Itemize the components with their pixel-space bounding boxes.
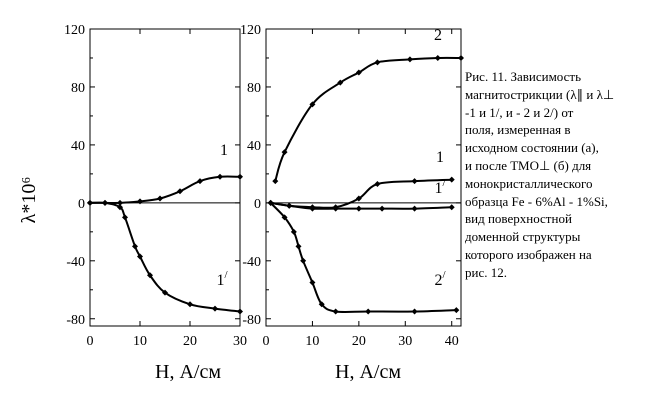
plot-frame [265, 28, 462, 327]
data-point [217, 173, 223, 180]
y-tick-label: 40 [247, 139, 261, 154]
data-point [318, 301, 325, 308]
data-point [187, 301, 193, 308]
data-point [309, 279, 316, 286]
x-tick-label: 30 [233, 334, 247, 349]
series-label: 1/ [216, 269, 228, 289]
data-point [157, 195, 163, 202]
x-tick-label: 20 [183, 334, 197, 349]
data-point [281, 214, 288, 221]
series-line [274, 56, 462, 182]
data-point [122, 214, 128, 221]
caption-line: рис. 12. [465, 264, 507, 280]
data-point [132, 243, 138, 250]
data-point [448, 204, 455, 211]
data-point [295, 243, 302, 250]
data-point [286, 202, 293, 209]
data-point [434, 54, 441, 61]
caption-line: -1 и 1/, и - 2 и 2/) от [465, 104, 574, 120]
data-point [309, 205, 316, 212]
y-tick-label: -40 [66, 255, 85, 270]
series-label: 1 [436, 149, 444, 166]
data-point [237, 173, 243, 180]
data-point [290, 228, 297, 235]
x-tick-label: 30 [398, 334, 412, 349]
x-axis-label: H, А/см [155, 361, 221, 383]
series-line [269, 202, 457, 314]
y-tick-label: 40 [71, 139, 85, 154]
caption-line: образца Fe - 6%Al - 1%Si, [465, 193, 608, 209]
data-point [267, 199, 274, 206]
data-point [355, 69, 362, 76]
data-point [448, 176, 455, 183]
figure-caption: Рис. 11. Зависимость магнитострикции (λ∥… [465, 68, 658, 282]
data-point [197, 178, 203, 185]
data-point [458, 54, 464, 61]
data-point [309, 101, 316, 108]
data-point [177, 188, 183, 195]
data-point [332, 308, 339, 315]
caption-line: монокристаллического [465, 175, 593, 191]
data-point [365, 308, 372, 315]
y-tick-label: 120 [240, 23, 261, 38]
y-tick-label: -80 [242, 313, 261, 328]
x-tick-label: 0 [263, 334, 270, 349]
data-point [147, 272, 153, 279]
y-tick-label: -40 [242, 255, 261, 270]
data-point [406, 56, 413, 63]
data-point [337, 79, 344, 86]
data-point [281, 149, 288, 156]
caption-line: которого изображен на [465, 246, 592, 262]
data-point [411, 205, 418, 212]
series-label: 2/ [434, 269, 446, 289]
series-label: 2 [434, 27, 442, 44]
caption-line: магнитострикции (λ∥ и λ⊥ [465, 86, 615, 102]
y-tick-label: -80 [66, 313, 85, 328]
y-tick-label: 0 [78, 197, 85, 212]
y-axis-label: λ*10⁶ [18, 177, 40, 224]
y-tick-label: 0 [254, 197, 261, 212]
series-line [89, 175, 241, 204]
y-tick-label: 80 [247, 81, 261, 96]
data-point [355, 195, 362, 202]
data-point [237, 308, 243, 315]
data-point [212, 305, 218, 312]
series-label: 1/ [434, 177, 446, 197]
data-point [137, 198, 143, 205]
caption-line: и после ТМО⊥ (б) для [465, 157, 592, 173]
caption-line: доменной структуры [465, 229, 581, 245]
data-point [300, 257, 307, 264]
x-tick-label: 0 [87, 334, 94, 349]
data-point [162, 289, 168, 296]
data-point [355, 205, 362, 212]
data-point [332, 205, 339, 212]
series-line [270, 178, 452, 209]
data-point [411, 308, 418, 315]
series-label: 1 [220, 142, 228, 159]
y-tick-label: 80 [71, 81, 85, 96]
caption-line: Рис. 11. Зависимость [465, 69, 582, 84]
x-tick-label: 40 [445, 334, 459, 349]
caption-line: исходном состоянии (а), [465, 140, 599, 156]
x-tick-label: 10 [305, 334, 319, 349]
data-point [117, 199, 123, 206]
y-tick-label: 120 [64, 23, 85, 38]
caption-line: вид поверхностной [465, 211, 572, 227]
data-point [379, 205, 386, 212]
data-point [453, 307, 460, 314]
x-axis-label: H, А/см [335, 361, 401, 383]
data-point [117, 204, 123, 211]
data-point [374, 181, 381, 188]
data-point [374, 59, 381, 66]
data-point [87, 199, 93, 206]
data-point [272, 178, 279, 185]
x-tick-label: 10 [133, 334, 147, 349]
data-point [137, 253, 143, 260]
data-point [102, 199, 108, 206]
x-tick-label: 20 [352, 334, 366, 349]
data-point [411, 178, 418, 185]
caption-line: поля, измеренная в [465, 122, 571, 138]
